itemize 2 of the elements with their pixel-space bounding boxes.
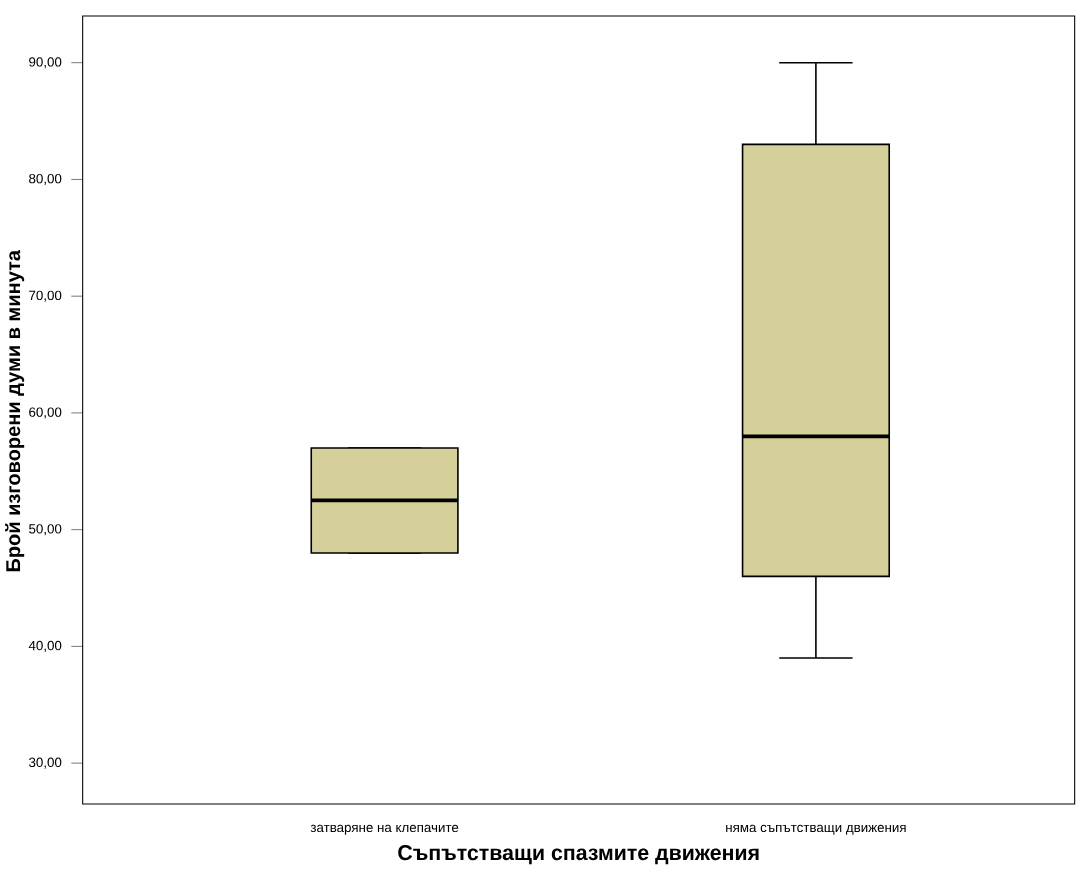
y-axis-title: Брой изговорени думи в минута	[5, 249, 25, 572]
x-axis-title: Съпътстващи спазмите движения	[398, 845, 759, 865]
